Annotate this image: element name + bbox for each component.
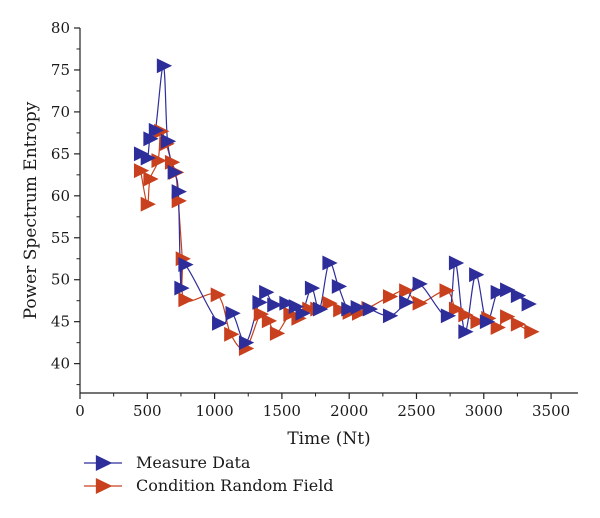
- condition-random-field-point: [333, 302, 349, 318]
- measure-data-point: [448, 255, 465, 271]
- measure-data-point: [171, 184, 187, 200]
- y-tick-label: 45: [51, 313, 70, 331]
- measure-data-point: [490, 284, 506, 300]
- measure-data-point: [521, 296, 537, 312]
- x-tick-label: 1000: [196, 402, 234, 420]
- condition-random-field-point: [261, 313, 278, 329]
- axis-labels: Time (Nt) Power Spectrum Entropy: [21, 101, 371, 449]
- legend-label-measure-data: Measure Data: [136, 453, 251, 472]
- condition-random-field-point: [151, 153, 167, 169]
- measure-data-point: [156, 58, 173, 74]
- measure-data-point: [412, 276, 428, 292]
- y-tick-label: 50: [51, 271, 70, 289]
- measure-data-point: [399, 294, 415, 310]
- measure-data-point: [312, 301, 329, 317]
- measure-data-point: [350, 299, 366, 315]
- condition-random-field-point: [210, 287, 226, 303]
- measure-data-point: [267, 297, 283, 313]
- x-tick-label: 3500: [532, 402, 570, 420]
- x-tick-label: 0: [75, 402, 85, 420]
- measure-data-point: [238, 335, 255, 351]
- measure-data-point: [510, 288, 527, 304]
- condition-random-field-point: [283, 306, 299, 322]
- condition-random-field-point: [439, 283, 455, 299]
- condition-random-field-point: [524, 324, 540, 340]
- measure-data-curve: [140, 65, 529, 344]
- condition-random-field-point: [458, 307, 474, 323]
- measure-data-point: [341, 301, 357, 317]
- measure-data-point: [458, 324, 474, 340]
- series-markers: [133, 58, 540, 356]
- y-tick-label: 40: [51, 355, 70, 373]
- measure-data-point: [295, 305, 311, 321]
- legend-label-condition-random-field: Condition Random Field: [136, 476, 334, 495]
- measure-data-point: [143, 131, 159, 147]
- measure-data-point: [500, 282, 516, 298]
- legend-swatch-marker: [95, 454, 113, 472]
- condition-random-field-point: [133, 163, 150, 179]
- x-axis-title: Time (Nt): [287, 429, 370, 449]
- condition-random-field-point: [412, 295, 428, 311]
- x-tick-label: 2000: [330, 402, 368, 420]
- y-tick-label: 80: [51, 19, 70, 37]
- y-tick-label: 60: [51, 187, 70, 205]
- condition-random-field-point: [143, 171, 159, 187]
- condition-random-field-point: [490, 320, 506, 335]
- condition-random-field-point: [140, 196, 156, 212]
- condition-random-field-point: [448, 301, 465, 317]
- x-tick-label: 500: [133, 402, 162, 420]
- legend-swatch-marker: [95, 477, 113, 495]
- condition-random-field-point: [500, 309, 516, 325]
- x-tick-label: 1500: [263, 402, 301, 420]
- measure-data-point: [440, 308, 457, 324]
- condition-random-field-point: [322, 295, 338, 311]
- x-tick-label: 2500: [397, 402, 435, 420]
- measure-data-point: [331, 278, 348, 294]
- measure-data-point: [140, 150, 156, 166]
- y-axis-title: Power Spectrum Entropy: [21, 101, 41, 319]
- measure-data-point: [167, 164, 183, 180]
- x-tick-label: 3000: [465, 402, 503, 420]
- condition-random-field-point: [224, 326, 240, 342]
- axes: 0 500 1000 1500 2000 2500 3000 3500 40 45 50 55 60 65…: [51, 19, 578, 420]
- measure-data-point: [469, 267, 485, 283]
- measure-data-point: [148, 122, 165, 138]
- condition-random-field-point: [470, 314, 486, 330]
- measure-data-point: [259, 284, 275, 300]
- measure-data-point: [252, 294, 268, 310]
- condition-random-field-point: [382, 289, 399, 304]
- y-tick-label: 75: [51, 61, 70, 79]
- measure-data-point: [382, 308, 399, 324]
- y-tick-label: 70: [51, 103, 70, 121]
- condition-random-field-point: [269, 325, 286, 341]
- measure-data-point: [479, 314, 496, 330]
- measure-data-point: [304, 280, 321, 296]
- condition-random-field-point: [178, 292, 194, 308]
- measure-data-point: [212, 315, 228, 331]
- measure-data-point: [178, 257, 194, 273]
- measure-data-point: [174, 280, 190, 296]
- condition-random-field-point: [510, 316, 527, 332]
- measure-data-point: [225, 305, 241, 321]
- condition-random-field-point: [399, 283, 415, 299]
- measure-data-point: [160, 133, 177, 149]
- legend: Measure Data Condition Random Field: [84, 453, 334, 495]
- y-tick-label: 55: [51, 229, 70, 247]
- measure-data-point: [322, 255, 338, 271]
- condition-random-field-point: [253, 306, 269, 322]
- measure-data-point: [362, 301, 379, 317]
- y-tick-label: 65: [51, 145, 70, 163]
- measure-data-point: [279, 295, 295, 311]
